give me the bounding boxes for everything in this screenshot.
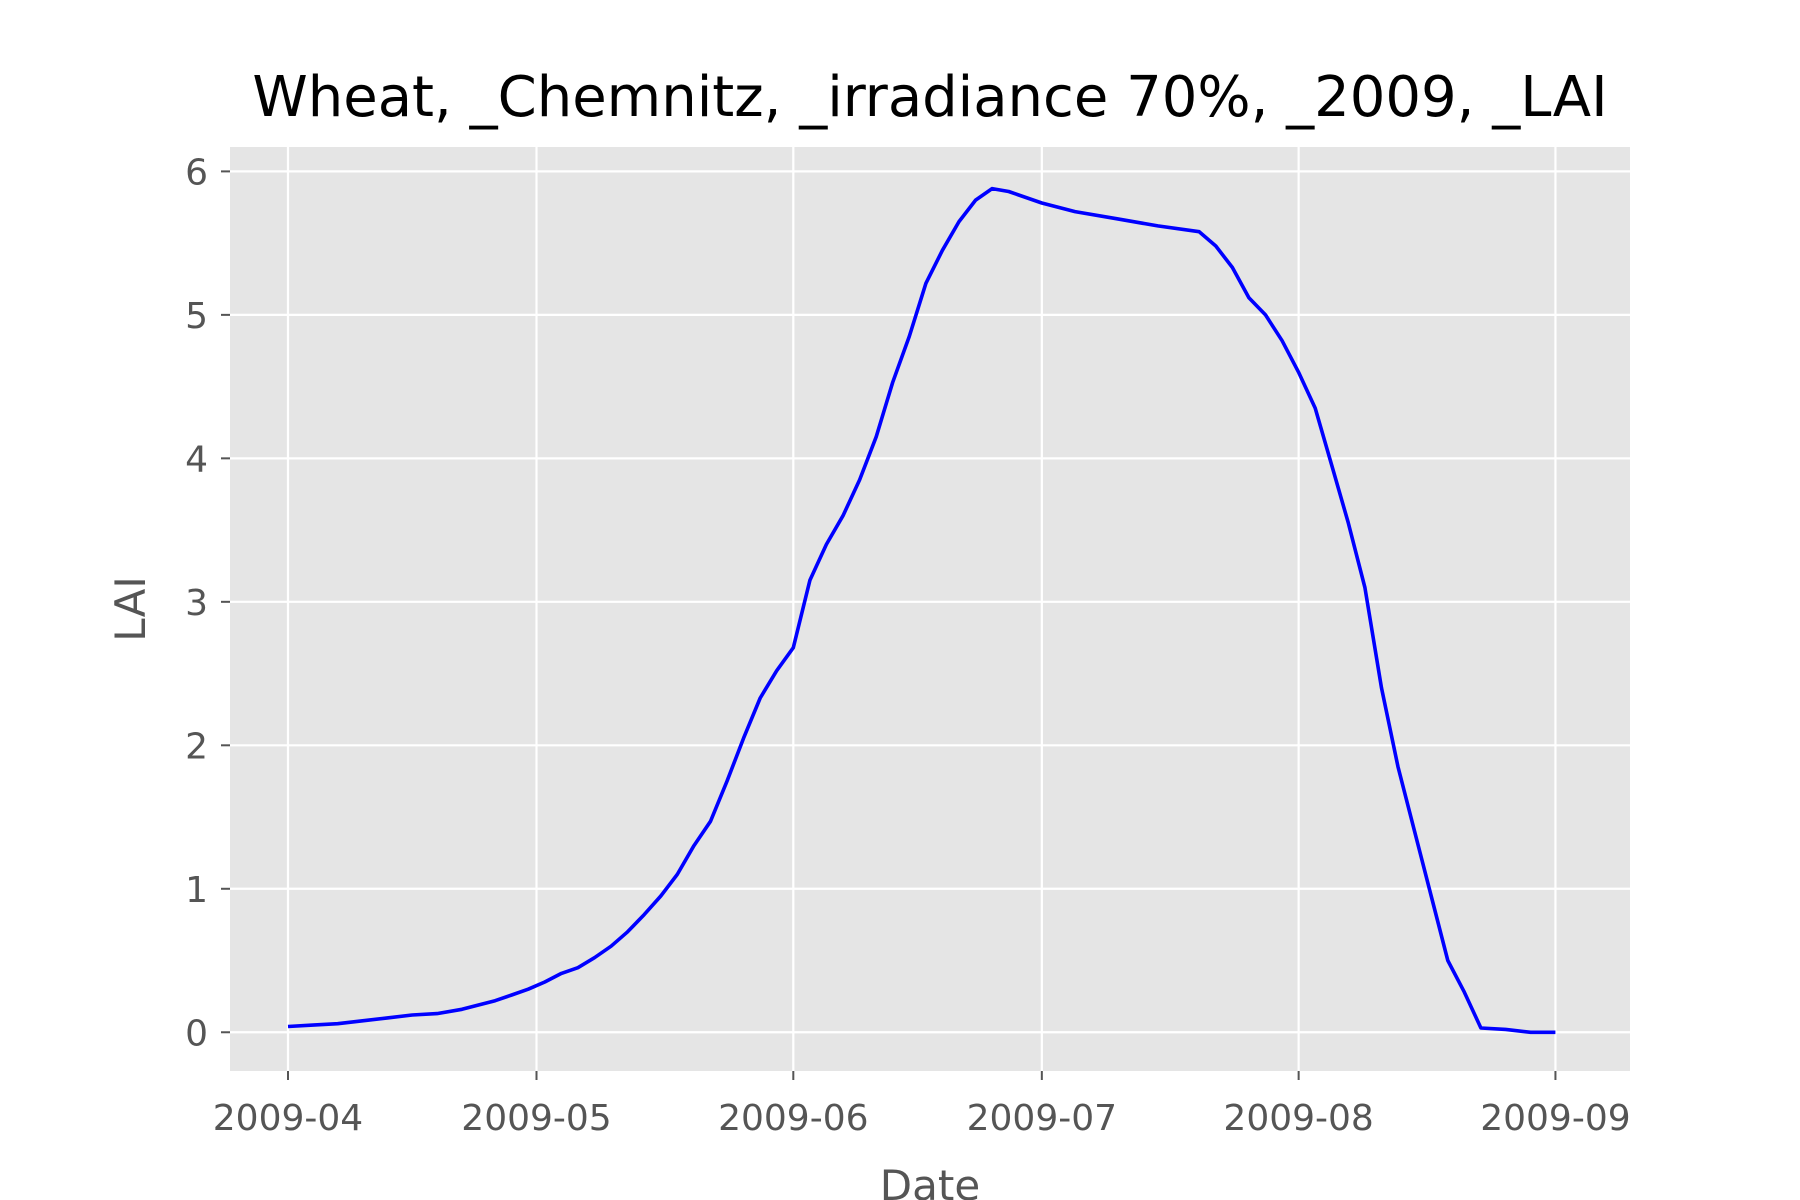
y-tick-label: 2 — [185, 726, 208, 767]
y-axis-label: LAI — [106, 576, 155, 641]
y-tick-label: 0 — [185, 1013, 208, 1054]
x-tick-label: 2009-08 — [1223, 1098, 1373, 1139]
y-tick-label: 4 — [185, 439, 208, 480]
x-tick-label: 2009-09 — [1480, 1098, 1630, 1139]
x-tick-label: 2009-05 — [461, 1098, 611, 1139]
y-tick-label: 6 — [185, 152, 208, 193]
y-axis: 0 1 2 3 4 5 6 — [185, 152, 230, 1054]
grid — [230, 147, 1630, 1071]
y-tick-label: 3 — [185, 583, 208, 624]
lai-series-line — [287, 186, 1556, 1035]
series-layer — [287, 186, 1556, 1035]
x-tick-label: 2009-06 — [718, 1098, 868, 1139]
y-tick-label: 5 — [185, 296, 208, 337]
plot-area — [230, 147, 1630, 1071]
x-tick-label: 2009-04 — [213, 1098, 363, 1139]
x-axis: 2009-04 2009-05 2009-06 2009-07 2009-08 2009-… — [213, 1071, 1631, 1139]
chart-title: Wheat, _Chemnitz, _irradiance 70%, _2009… — [252, 65, 1607, 130]
x-axis-label: Date — [880, 1161, 980, 1200]
plot-background — [230, 147, 1630, 1071]
x-tick-label: 2009-07 — [967, 1098, 1117, 1139]
y-tick-label: 1 — [185, 870, 208, 911]
